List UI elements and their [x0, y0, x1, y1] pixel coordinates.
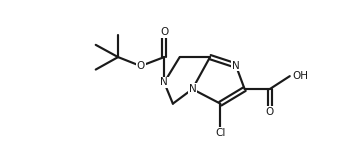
Text: O: O: [137, 61, 145, 71]
Text: N: N: [189, 84, 196, 94]
Text: N: N: [232, 60, 240, 71]
Text: O: O: [160, 27, 168, 37]
Text: Cl: Cl: [215, 128, 226, 138]
Text: N: N: [160, 77, 168, 88]
Text: OH: OH: [292, 71, 308, 81]
Text: O: O: [266, 107, 274, 117]
